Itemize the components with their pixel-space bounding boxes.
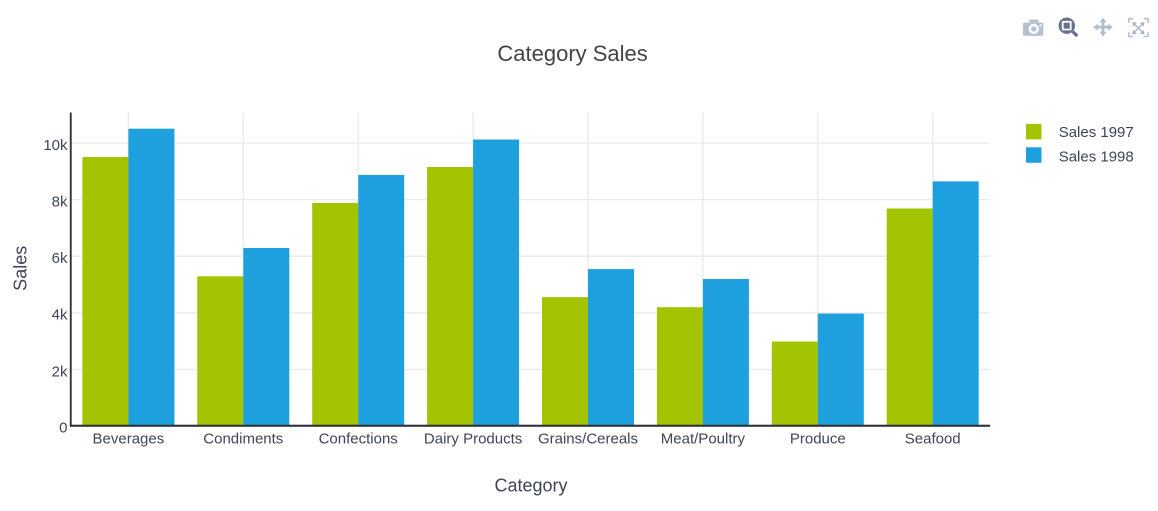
svg-text:Meat/Poultry: Meat/Poultry <box>661 431 746 448</box>
svg-text:Category Sales: Category Sales <box>497 41 647 66</box>
svg-text:Grains/Cereals: Grains/Cereals <box>538 431 638 448</box>
svg-text:2k: 2k <box>52 363 68 380</box>
svg-text:4k: 4k <box>52 307 68 324</box>
svg-text:0: 0 <box>59 419 67 436</box>
svg-text:Sales: Sales <box>11 246 31 291</box>
svg-text:Confections: Confections <box>319 431 398 448</box>
svg-text:6k: 6k <box>52 250 68 267</box>
svg-text:Sales 1997: Sales 1997 <box>1059 124 1134 141</box>
svg-text:Seafood: Seafood <box>905 431 961 448</box>
svg-text:Condiments: Condiments <box>203 431 283 448</box>
svg-text:10k: 10k <box>43 137 68 154</box>
svg-text:Beverages: Beverages <box>93 431 165 448</box>
svg-text:Produce: Produce <box>790 431 846 448</box>
svg-text:Category: Category <box>494 475 567 495</box>
svg-text:8k: 8k <box>52 193 68 210</box>
svg-text:Dairy Products: Dairy Products <box>424 431 522 448</box>
svg-text:Sales 1998: Sales 1998 <box>1059 149 1134 166</box>
